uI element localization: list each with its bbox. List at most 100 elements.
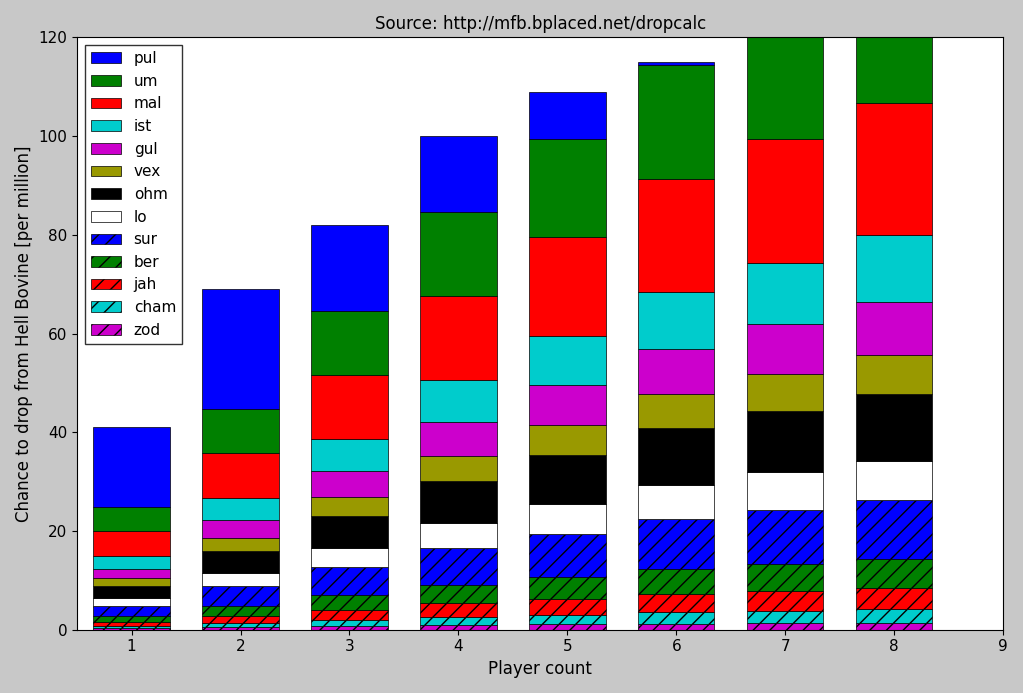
Bar xyxy=(638,612,714,624)
Bar xyxy=(420,625,496,630)
Bar xyxy=(747,564,824,591)
Bar xyxy=(311,610,388,620)
Bar xyxy=(529,504,606,534)
Title: Source: http://mfb.bplaced.net/dropcalc: Source: http://mfb.bplaced.net/dropcalc xyxy=(374,15,706,33)
Bar xyxy=(420,604,496,617)
Bar xyxy=(529,91,606,139)
Bar xyxy=(93,507,170,532)
Bar xyxy=(420,617,496,625)
Bar xyxy=(420,481,496,523)
Bar xyxy=(747,411,824,473)
Bar xyxy=(856,500,932,559)
Bar xyxy=(856,559,932,588)
X-axis label: Player count: Player count xyxy=(488,660,592,678)
Bar xyxy=(93,532,170,556)
Bar xyxy=(93,622,170,626)
Bar xyxy=(93,568,170,579)
Bar xyxy=(93,556,170,568)
Bar xyxy=(420,296,496,380)
Bar xyxy=(311,375,388,439)
Bar xyxy=(638,624,714,630)
Bar xyxy=(311,620,388,626)
Bar xyxy=(529,615,606,624)
Bar xyxy=(529,624,606,630)
Bar xyxy=(203,551,278,573)
Bar xyxy=(638,65,714,179)
Bar xyxy=(311,225,388,310)
Bar xyxy=(529,336,606,385)
Bar xyxy=(311,595,388,610)
Bar xyxy=(856,588,932,609)
Bar xyxy=(93,586,170,598)
Bar xyxy=(203,498,278,520)
Bar xyxy=(529,238,606,336)
Bar xyxy=(420,523,496,548)
Bar xyxy=(529,455,606,504)
Legend: pul, um, mal, ist, gul, vex, ohm, lo, sur, ber, jah, cham, zod: pul, um, mal, ist, gul, vex, ohm, lo, su… xyxy=(85,45,182,344)
Bar xyxy=(311,310,388,375)
Bar xyxy=(203,453,278,498)
Bar xyxy=(203,538,278,551)
Bar xyxy=(747,16,824,139)
Bar xyxy=(747,623,824,630)
Bar xyxy=(638,428,714,485)
Bar xyxy=(856,394,932,461)
Bar xyxy=(93,629,170,630)
Bar xyxy=(747,591,824,611)
Bar xyxy=(856,461,932,500)
Bar xyxy=(638,349,714,394)
Bar xyxy=(638,394,714,428)
Bar xyxy=(638,485,714,519)
Bar xyxy=(311,568,388,595)
Bar xyxy=(529,139,606,238)
Bar xyxy=(747,509,824,564)
Bar xyxy=(311,471,388,497)
Bar xyxy=(311,626,388,630)
Bar xyxy=(203,573,278,586)
Bar xyxy=(420,380,496,422)
Bar xyxy=(203,520,278,538)
Bar xyxy=(856,622,932,630)
Bar xyxy=(747,12,824,16)
Bar xyxy=(747,324,824,374)
Bar xyxy=(529,425,606,455)
Bar xyxy=(638,62,714,65)
Y-axis label: Chance to drop from Hell Bovine [per million]: Chance to drop from Hell Bovine [per mil… xyxy=(15,146,33,522)
Bar xyxy=(856,301,932,355)
Bar xyxy=(856,103,932,235)
Bar xyxy=(203,289,278,409)
Bar xyxy=(529,534,606,577)
Bar xyxy=(93,428,170,507)
Bar xyxy=(747,473,824,509)
Bar xyxy=(420,456,496,481)
Bar xyxy=(856,235,932,301)
Bar xyxy=(203,615,278,623)
Bar xyxy=(747,611,824,623)
Bar xyxy=(747,263,824,324)
Bar xyxy=(93,626,170,629)
Bar xyxy=(311,497,388,516)
Bar xyxy=(638,292,714,349)
Bar xyxy=(311,548,388,568)
Bar xyxy=(203,627,278,630)
Bar xyxy=(638,569,714,594)
Bar xyxy=(529,385,606,425)
Bar xyxy=(93,579,170,586)
Bar xyxy=(420,136,496,212)
Bar xyxy=(856,355,932,394)
Bar xyxy=(529,577,606,599)
Bar xyxy=(747,374,824,411)
Bar xyxy=(93,616,170,622)
Bar xyxy=(638,179,714,292)
Bar xyxy=(203,606,278,615)
Bar xyxy=(856,0,932,103)
Bar xyxy=(420,212,496,296)
Bar xyxy=(420,422,496,456)
Bar xyxy=(529,599,606,615)
Bar xyxy=(93,606,170,616)
Bar xyxy=(747,139,824,263)
Bar xyxy=(311,439,388,471)
Bar xyxy=(203,409,278,453)
Bar xyxy=(420,548,496,585)
Bar xyxy=(638,594,714,612)
